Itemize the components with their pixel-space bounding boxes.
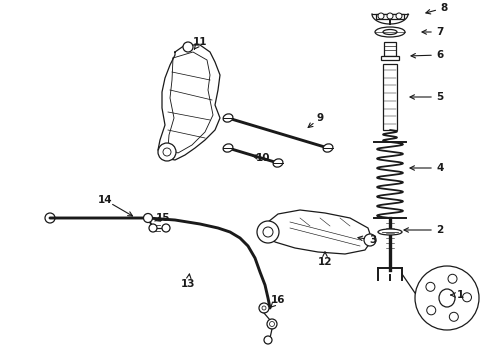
Circle shape — [144, 213, 152, 222]
Polygon shape — [265, 210, 372, 254]
Circle shape — [263, 227, 273, 237]
Ellipse shape — [323, 144, 333, 152]
Circle shape — [149, 224, 157, 232]
Circle shape — [158, 143, 176, 161]
Circle shape — [387, 13, 393, 19]
Circle shape — [259, 303, 269, 313]
Circle shape — [427, 306, 436, 315]
Text: 15: 15 — [156, 213, 170, 223]
Circle shape — [270, 321, 274, 327]
Circle shape — [396, 13, 402, 19]
Ellipse shape — [223, 144, 233, 152]
Ellipse shape — [273, 159, 283, 167]
Bar — [383, 64, 397, 130]
Circle shape — [262, 306, 266, 310]
Circle shape — [183, 42, 193, 52]
Circle shape — [364, 234, 376, 246]
Text: 6: 6 — [437, 50, 443, 60]
Polygon shape — [372, 14, 408, 24]
Circle shape — [267, 319, 277, 329]
Text: 2: 2 — [437, 225, 443, 235]
Text: 9: 9 — [317, 113, 323, 123]
Bar — [384, 42, 396, 56]
Circle shape — [448, 274, 457, 283]
Circle shape — [378, 13, 384, 19]
Text: 16: 16 — [271, 295, 285, 305]
Ellipse shape — [375, 27, 405, 37]
Circle shape — [45, 213, 55, 223]
Ellipse shape — [223, 114, 233, 122]
Circle shape — [449, 312, 458, 321]
Polygon shape — [158, 45, 220, 160]
Circle shape — [415, 266, 479, 330]
Ellipse shape — [383, 30, 397, 35]
Bar — [381, 56, 399, 60]
Text: 13: 13 — [181, 279, 195, 289]
Circle shape — [163, 148, 171, 156]
Text: 11: 11 — [193, 37, 207, 47]
Ellipse shape — [378, 229, 402, 235]
Circle shape — [264, 336, 272, 344]
Text: 5: 5 — [437, 92, 443, 102]
Text: 12: 12 — [318, 257, 332, 267]
Text: 7: 7 — [436, 27, 443, 37]
Text: 14: 14 — [98, 195, 112, 205]
Circle shape — [426, 282, 435, 291]
Circle shape — [463, 293, 471, 302]
Ellipse shape — [439, 289, 455, 307]
Text: 3: 3 — [369, 235, 377, 245]
Text: 8: 8 — [441, 3, 448, 13]
Text: 4: 4 — [436, 163, 443, 173]
Text: 1: 1 — [456, 290, 464, 300]
Bar — [376, 14, 404, 19]
Circle shape — [257, 221, 279, 243]
Text: 10: 10 — [256, 153, 270, 163]
Circle shape — [162, 224, 170, 232]
